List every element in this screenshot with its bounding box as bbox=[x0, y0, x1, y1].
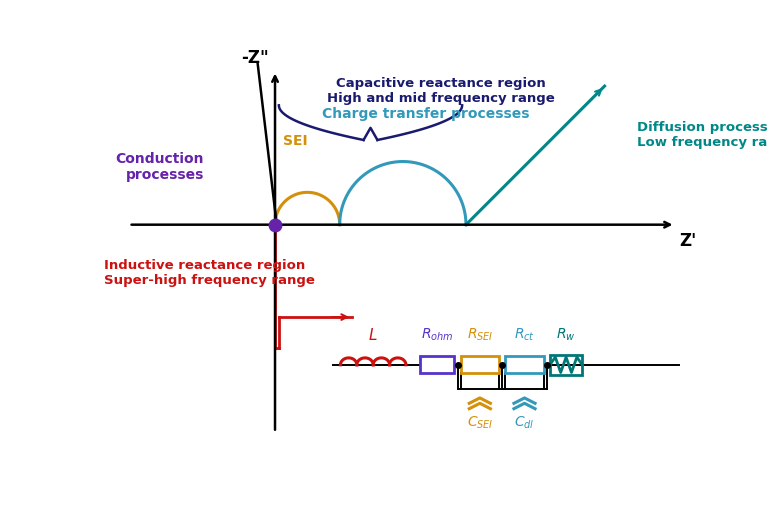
Text: $R_{ohm}$: $R_{ohm}$ bbox=[421, 327, 453, 343]
Text: $C_{SEI}$: $C_{SEI}$ bbox=[466, 415, 493, 431]
FancyBboxPatch shape bbox=[461, 356, 499, 373]
Text: Charge transfer processes: Charge transfer processes bbox=[323, 106, 530, 121]
FancyBboxPatch shape bbox=[505, 356, 544, 373]
Text: Diffusion processes
Low frequency range: Diffusion processes Low frequency range bbox=[637, 121, 768, 148]
Text: $C_{dl}$: $C_{dl}$ bbox=[515, 415, 535, 431]
Text: Capacitive reactance region
High and mid frequency range: Capacitive reactance region High and mid… bbox=[326, 77, 554, 105]
Text: Inductive reactance region
Super-high frequency range: Inductive reactance region Super-high fr… bbox=[104, 260, 315, 287]
Text: SEI: SEI bbox=[283, 134, 308, 147]
Text: $L$: $L$ bbox=[369, 327, 378, 343]
Text: $R_w$: $R_w$ bbox=[556, 327, 576, 343]
Text: -Z": -Z" bbox=[241, 49, 269, 67]
Text: Z': Z' bbox=[679, 232, 697, 250]
Text: $R_{ct}$: $R_{ct}$ bbox=[514, 327, 535, 343]
Text: Conduction
processes: Conduction processes bbox=[116, 152, 204, 182]
FancyBboxPatch shape bbox=[420, 356, 455, 373]
Text: $R_{SEI}$: $R_{SEI}$ bbox=[467, 327, 493, 343]
